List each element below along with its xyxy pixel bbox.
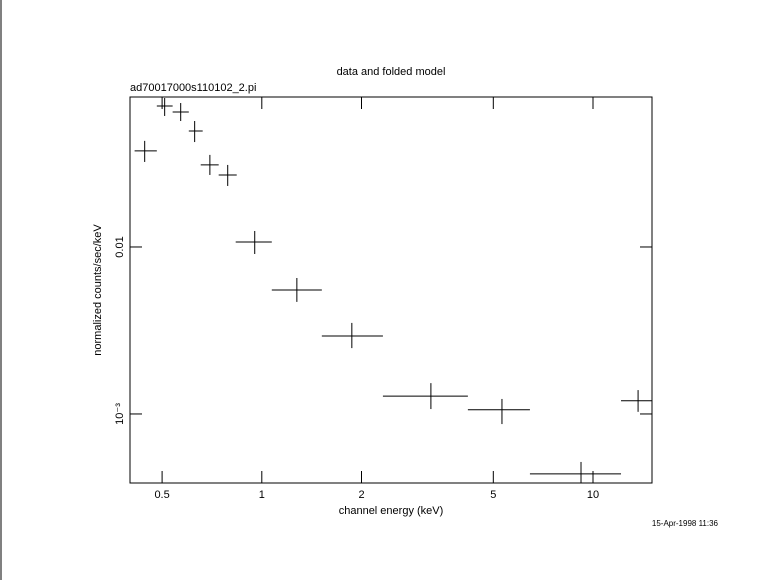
chart-subtitle: ad70017000s110102_2.pi (130, 82, 256, 94)
chart-title: data and folded model (337, 66, 446, 78)
x-tick-label: 5 (490, 489, 496, 501)
y-tick-label: 0.01 (114, 236, 126, 257)
timestamp: 15-Apr-1998 11:36 (652, 519, 719, 528)
y-tick-label: 10⁻³ (114, 403, 126, 425)
y-axis-label: normalized counts/sec/keV (92, 224, 104, 356)
x-tick-label: 0.5 (154, 489, 169, 501)
x-tick-label: 2 (358, 489, 364, 501)
x-axis-label: channel energy (keV) (339, 505, 444, 517)
plot-frame (129, 96, 653, 484)
x-tick-label: 1 (259, 489, 265, 501)
x-tick-label: 10 (587, 489, 599, 501)
